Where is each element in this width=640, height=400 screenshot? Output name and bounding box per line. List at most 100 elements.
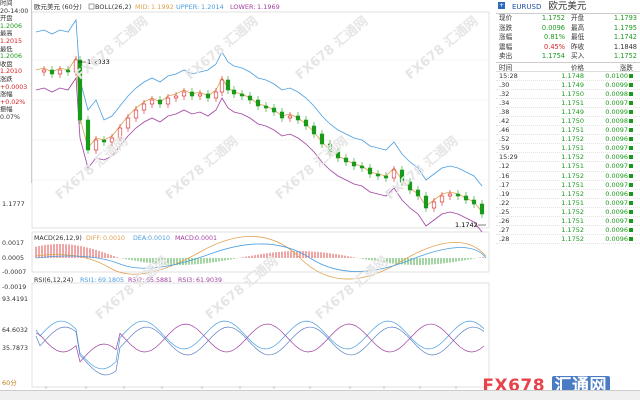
ticks-header: 时间 价格 涨跌 (496, 61, 640, 72)
down-indicator-icon (629, 173, 633, 178)
quote-value: 1.1793 (613, 14, 637, 22)
candle-body (57, 69, 63, 75)
quote-row: 现价 1.1752 开盘 1.1793 (496, 14, 640, 24)
rsi2-line (35, 323, 485, 363)
tick-row: .17 1.1751 0.0097 (496, 181, 640, 190)
down-indicator-icon (629, 73, 633, 78)
quote-label: 最高 (570, 23, 585, 32)
quote-label: 现价 (499, 14, 513, 22)
down-indicator-icon (629, 82, 633, 87)
candle-body (359, 165, 365, 169)
horizontal-scrollbar[interactable] (0, 390, 640, 400)
high-annotation: 1.2033 (87, 58, 110, 66)
quote-label: 震幅 (499, 42, 513, 51)
candle-body (287, 115, 293, 119)
tick-time: .38 (499, 107, 510, 116)
tick-change: 0.0097 (584, 162, 636, 170)
tick-price: 1.1752 (561, 189, 584, 198)
ticks-list[interactable]: 15:28 1.1748 0.0100.30 1.1749 0.0099.32 1.175… (496, 72, 640, 245)
rsi-label: RSI(6,12,24) (34, 277, 73, 284)
tick-time: .28 (499, 235, 510, 244)
tick-price: 1.1749 (561, 107, 584, 116)
candle-body (65, 69, 71, 73)
rsi-axis-tick: 93.4191 (2, 296, 28, 303)
candle-body (327, 143, 333, 153)
tick-change: 0.0096 (584, 226, 636, 234)
tick-change: 0.0098 (584, 90, 636, 98)
tick-change: 0.0099 (584, 108, 636, 116)
boll-toggle-checkbox[interactable] (88, 3, 95, 10)
macd-axis-tick: 0.0005 (2, 255, 24, 262)
tick-price: 1.1749 (561, 80, 584, 89)
down-indicator-icon (629, 100, 633, 105)
tick-row: .30 1.1749 0.0099 (496, 81, 640, 90)
tick-change: 0.0096 (584, 135, 636, 143)
tick-change: 0.0097 (584, 126, 636, 134)
boll-lines (35, 18, 483, 233)
tick-price: 1.1751 (561, 98, 584, 107)
tick-price: 1.1751 (561, 144, 584, 153)
candle-body (343, 157, 349, 163)
candle-body (255, 99, 261, 107)
tick-row: 15:29 1.1752 0.0096 (496, 153, 640, 163)
tick-time: .19 (499, 189, 510, 198)
ticks-header-price: 价格 (570, 63, 584, 72)
candle-body (181, 91, 187, 97)
tick-change: 0.0096 (584, 172, 636, 180)
tick-row: .59 1.1751 0.0097 (496, 144, 640, 154)
down-indicator-icon (629, 118, 633, 123)
down-indicator-icon (629, 155, 633, 160)
macd-value: 0.0001 (195, 235, 217, 242)
rsi-axis-tick: 35.7873 (2, 345, 28, 352)
tick-price: 1.1752 (561, 207, 584, 216)
quote-value: 0.45% (544, 42, 565, 51)
tick-time: .26 (499, 217, 510, 225)
candle-body (463, 195, 469, 201)
candle-body (85, 119, 91, 151)
expand-icon[interactable]: + (498, 2, 505, 9)
down-indicator-icon (629, 209, 633, 214)
kline-chart[interactable]: 欧元美元 (60分) BOLL(26,2) MID: 1.1992 UPPER:… (0, 0, 496, 400)
close-label: 收盘 (0, 60, 13, 68)
svg-text:FX678 汇通网: FX678 汇通网 (202, 253, 281, 323)
candle-body (399, 169, 405, 183)
rsi1-label: RSI1: (80, 277, 96, 284)
svg-text:FX678 汇通网: FX678 汇通网 (162, 133, 241, 203)
tick-change: 0.0097 (584, 181, 636, 189)
mid-label: MID: (135, 3, 150, 11)
quote-row: 震幅 0.45% 昨收 1.1848 (496, 43, 640, 53)
tick-time: 15:29 (499, 153, 518, 162)
period-selector[interactable]: 60分 (2, 378, 17, 387)
rsi2-label: RSI2: (128, 277, 144, 284)
candle-body (455, 193, 461, 197)
candle-body (479, 203, 485, 215)
candle-body (415, 189, 421, 197)
candle-body (447, 193, 453, 197)
svg-text:FX678 汇通网: FX678 汇通网 (92, 253, 171, 323)
close-value: 1.2010 (0, 68, 23, 76)
candle-body (225, 79, 231, 91)
grid (32, 59, 489, 181)
candle-body (219, 79, 225, 93)
candle-body (133, 109, 139, 119)
tick-change: 0.0097 (584, 199, 636, 207)
down-indicator-icon (629, 237, 633, 242)
open-label: 开盘 (0, 15, 13, 23)
dea-line (35, 243, 487, 272)
bar-info-panel: 时间 20-14:00 开盘 1.2006 最高 1.2015 最低 1.200… (0, 0, 32, 183)
tick-row: .16 1.1752 0.0096 (496, 172, 640, 181)
tick-price: 1.1750 (561, 89, 584, 98)
tick-change: 0.0100 (584, 72, 636, 80)
down-indicator-icon (629, 219, 633, 223)
quote-value: 1.1754 (541, 52, 565, 60)
quote-value: 0.81% (544, 33, 565, 41)
tick-change: 0.0096 (584, 235, 636, 243)
quote-label: 买入 (570, 52, 585, 60)
candle-body (295, 115, 301, 121)
candle-body (231, 89, 237, 95)
candle-body (335, 151, 341, 159)
candle-body (383, 175, 389, 179)
macd-axis-tick: 0.0017 (2, 240, 24, 247)
tick-time: .12 (499, 162, 510, 171)
rsi1-value: 69.1805 (98, 277, 124, 284)
